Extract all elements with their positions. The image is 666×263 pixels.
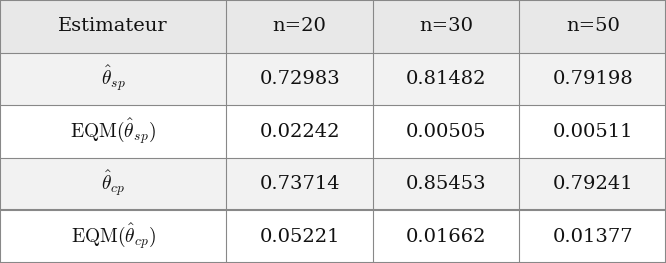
Bar <box>519 105 666 158</box>
Text: 0.79198: 0.79198 <box>552 70 633 88</box>
Text: 0.73714: 0.73714 <box>259 175 340 193</box>
Text: $\hat{\theta}_{cp}$: $\hat{\theta}_{cp}$ <box>101 169 125 199</box>
Text: 0.00505: 0.00505 <box>406 123 486 140</box>
Text: 0.02242: 0.02242 <box>260 123 340 140</box>
Bar <box>0 0 226 53</box>
Bar <box>226 210 373 263</box>
Bar <box>373 210 519 263</box>
Text: n=20: n=20 <box>273 17 326 35</box>
Text: 0.01662: 0.01662 <box>406 228 486 246</box>
Bar <box>0 53 226 105</box>
Text: $\mathrm{EQM}(\hat{\theta}_{sp})$: $\mathrm{EQM}(\hat{\theta}_{sp})$ <box>71 117 156 146</box>
Text: 0.85453: 0.85453 <box>406 175 487 193</box>
Text: $\mathrm{EQM}(\hat{\theta}_{cp})$: $\mathrm{EQM}(\hat{\theta}_{cp})$ <box>71 222 156 252</box>
Text: n=30: n=30 <box>419 17 474 35</box>
Text: 0.01377: 0.01377 <box>552 228 633 246</box>
Bar <box>226 0 373 53</box>
Bar <box>519 0 666 53</box>
Text: Estimateur: Estimateur <box>59 17 168 35</box>
Text: n=50: n=50 <box>566 17 619 35</box>
Bar <box>373 0 519 53</box>
Bar <box>373 105 519 158</box>
Text: 0.79241: 0.79241 <box>552 175 633 193</box>
Bar <box>0 105 226 158</box>
Bar <box>0 210 226 263</box>
Bar <box>519 53 666 105</box>
Bar <box>226 105 373 158</box>
Bar <box>226 158 373 210</box>
Bar <box>519 158 666 210</box>
Bar <box>373 158 519 210</box>
Bar <box>0 158 226 210</box>
Text: 0.81482: 0.81482 <box>406 70 486 88</box>
Bar <box>519 210 666 263</box>
Bar <box>226 53 373 105</box>
Text: $\hat{\theta}_{sp}$: $\hat{\theta}_{sp}$ <box>101 64 126 94</box>
Text: 0.72983: 0.72983 <box>259 70 340 88</box>
Bar <box>373 53 519 105</box>
Text: 0.05221: 0.05221 <box>260 228 340 246</box>
Text: 0.00511: 0.00511 <box>553 123 633 140</box>
